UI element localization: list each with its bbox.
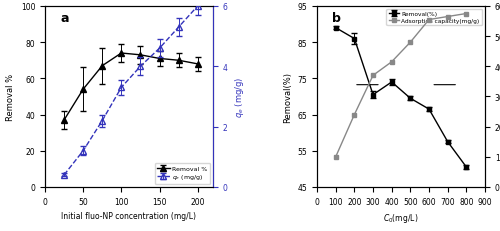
- X-axis label: Initial fluo-NP concentration (mg/L): Initial fluo-NP concentration (mg/L): [62, 211, 196, 220]
- Adsorption capacity(mg/g): [352, 114, 358, 116]
- Line: Adsorption capacity(mg/g): Adsorption capacity(mg/g): [334, 12, 469, 159]
- Adsorption capacity(mg/g): [388, 61, 394, 64]
- Adsorption capacity(mg/g): [426, 19, 432, 22]
- Adsorption capacity(mg/g): [464, 13, 469, 16]
- X-axis label: $C_0$(mg/L): $C_0$(mg/L): [384, 211, 418, 224]
- Adsorption capacity(mg/g): [370, 75, 376, 77]
- Text: b: b: [332, 12, 341, 25]
- Adsorption capacity(mg/g): [408, 42, 414, 44]
- Adsorption capacity(mg/g): [444, 16, 450, 19]
- Adsorption capacity(mg/g): [332, 156, 338, 158]
- Legend: Removal %, $q_e$ (mg/g): Removal %, $q_e$ (mg/g): [154, 164, 210, 184]
- Legend: Removal(%), Adsorption capacity(mg/g): Removal(%), Adsorption capacity(mg/g): [386, 10, 482, 26]
- Text: a: a: [60, 12, 68, 25]
- Y-axis label: $q_e$ (mg/g): $q_e$ (mg/g): [233, 76, 246, 118]
- Y-axis label: Removal %: Removal %: [6, 73, 15, 121]
- Y-axis label: Removal(%): Removal(%): [283, 72, 292, 122]
